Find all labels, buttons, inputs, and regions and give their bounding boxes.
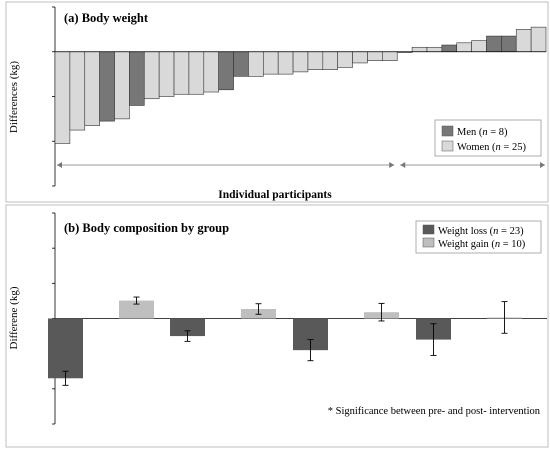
panel-a-bar xyxy=(277,51,294,75)
panel-a-bar xyxy=(99,51,115,122)
panel-a-bar xyxy=(515,29,532,53)
panel-b-legend-swatch xyxy=(422,237,435,248)
panel-a-y-axis xyxy=(52,6,56,187)
panel-a-bar xyxy=(263,51,279,75)
panel-a-x-axis-label: Individual participants xyxy=(218,189,332,201)
panel-a-bar xyxy=(352,51,368,64)
panel-a-title: (a) Body weight xyxy=(64,11,149,25)
panel-a-bar xyxy=(233,51,249,77)
panel-a-legend-swatch xyxy=(441,140,454,152)
panel-b-bars xyxy=(48,296,522,386)
panel-a-bar xyxy=(84,51,100,126)
panel-a-bar xyxy=(411,46,428,53)
arrow-head-left-icon xyxy=(400,162,406,168)
panel-b-footnote: * Significance between pre- and post- in… xyxy=(328,406,541,417)
panel-b-legend-label: Weight gain (n = 10) xyxy=(438,239,526,250)
panel-b-title: (b) Body composition by group xyxy=(64,221,229,235)
panel-b-bar-weight-gain xyxy=(119,300,154,319)
panel-a-bar xyxy=(337,51,353,68)
panel-a-bar xyxy=(54,51,71,144)
panel-a-bar xyxy=(143,51,160,100)
panel-a-y-axis-label: Differences (kg) xyxy=(8,61,20,134)
panel-body-composition: (b) Body composition by group Differene … xyxy=(5,204,549,448)
panel-a-bar xyxy=(426,46,443,53)
panel-a-group-arrows xyxy=(57,162,545,168)
panel-b-bar-weight-loss xyxy=(48,318,83,379)
panel-a-bar xyxy=(158,51,175,97)
panel-a-legend-label: Women (n = 25) xyxy=(457,142,526,153)
panel-a-bar xyxy=(173,51,190,95)
panel-b-bar-weight-loss xyxy=(170,318,205,337)
panel-a-bars xyxy=(54,26,547,144)
panel-a-legend: Men (n = 8) Women (n = 25) xyxy=(434,119,542,157)
panel-a-bar xyxy=(218,51,234,91)
panel-a-legend-label: Men (n = 8) xyxy=(457,127,508,138)
panel-a-bar xyxy=(129,51,145,106)
panel-a-bar xyxy=(69,51,86,131)
panel-a-bar xyxy=(322,51,338,70)
panel-b-legend-box xyxy=(415,220,542,254)
panel-a-bar xyxy=(382,51,398,61)
panel-a-frame xyxy=(5,1,549,203)
panel-a-bar xyxy=(367,51,383,61)
panel-a-bar xyxy=(456,42,472,53)
panel-b-y-axis-label: Differene (kg) xyxy=(8,286,20,349)
panel-a-bar xyxy=(441,44,458,53)
panel-a-bar xyxy=(248,51,264,77)
arrow-head-right-icon xyxy=(540,162,545,168)
panel-b-legend-swatch xyxy=(422,224,435,235)
panel-a-bar xyxy=(114,51,130,120)
panel-b-legend: Weight loss (n = 23) Weight gain (n = 10) xyxy=(415,220,542,254)
panel-a-bar xyxy=(471,40,487,53)
panel-a-bar xyxy=(530,26,547,53)
panel-a-bar xyxy=(307,51,324,70)
panel-b-frame xyxy=(5,204,549,448)
panel-a-bar xyxy=(292,51,309,73)
panel-b-legend-label: Weight loss (n = 23) xyxy=(438,226,524,237)
panel-a-bar xyxy=(486,35,502,53)
arrow-head-right-icon xyxy=(389,162,395,168)
panel-a-bar xyxy=(188,51,205,95)
panel-a-bar xyxy=(501,35,517,53)
arrow-head-left-icon xyxy=(57,162,62,168)
panel-body-weight: (a) Body weight Differences (kg) Men (n … xyxy=(5,1,549,203)
panel-a-legend-swatch xyxy=(441,125,454,137)
panel-a-bar xyxy=(203,51,219,93)
